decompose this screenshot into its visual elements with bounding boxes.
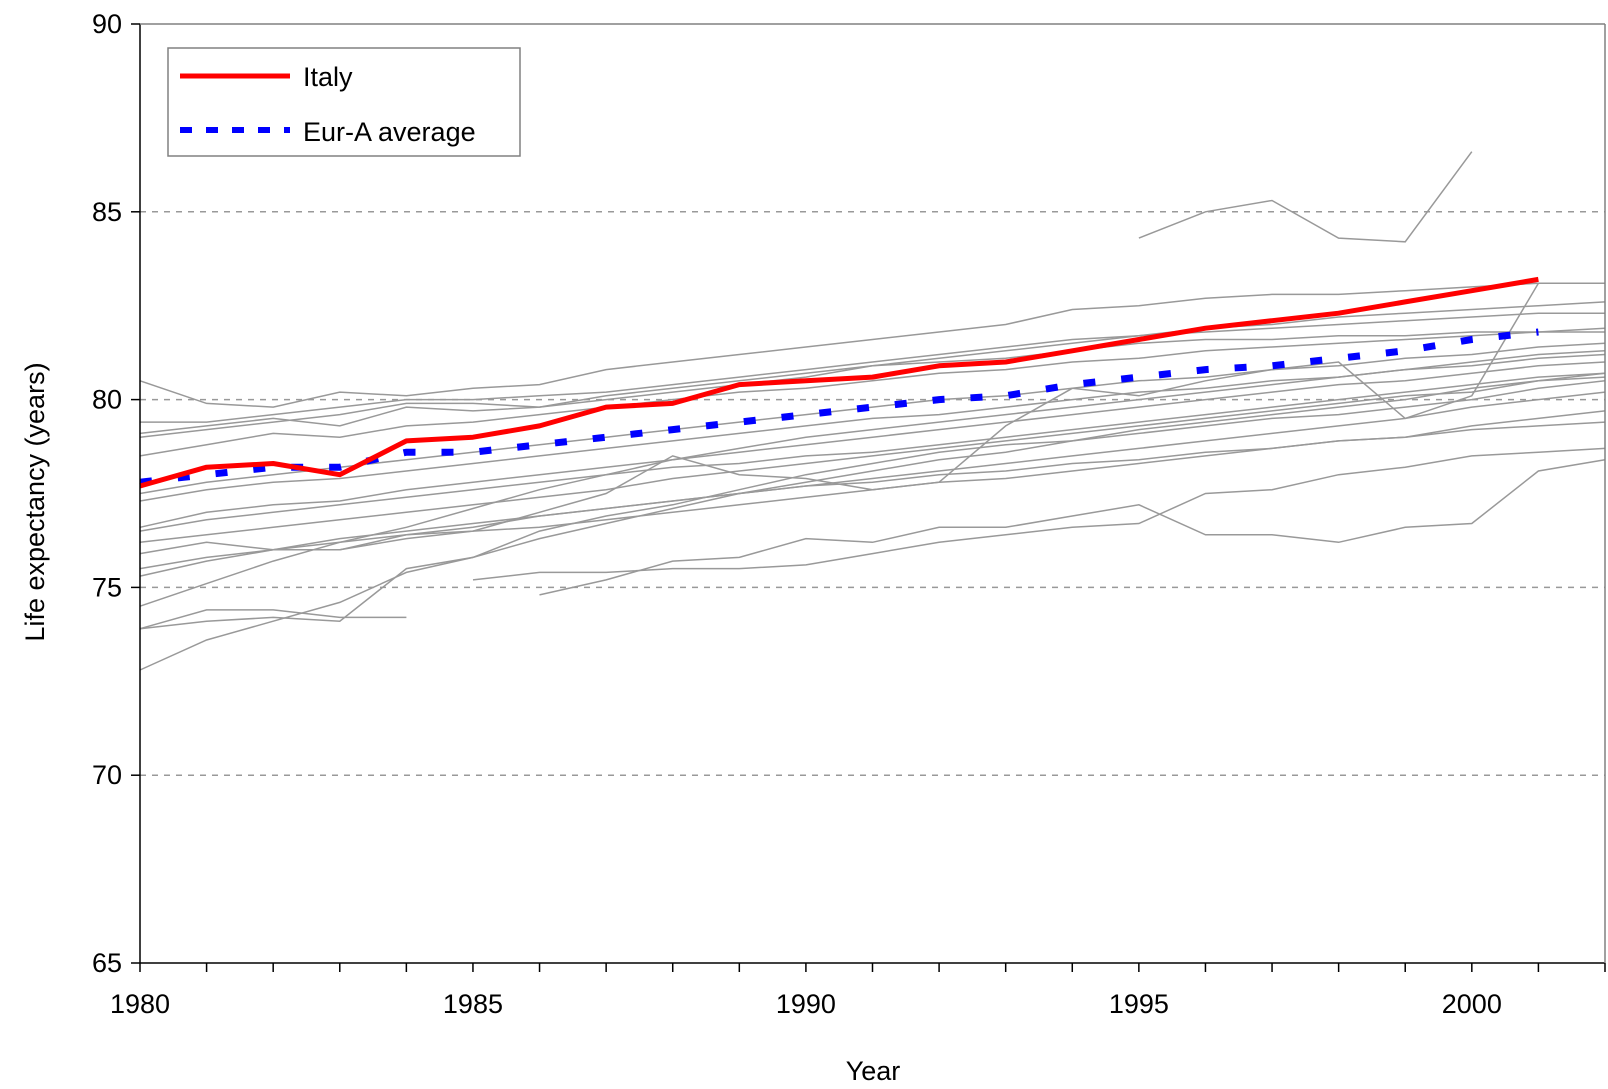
country-line-10	[139, 376, 1606, 544]
x-tick-label-1995: 1995	[1109, 989, 1169, 1019]
y-tick-label-70: 70	[92, 760, 122, 790]
country-line-18	[472, 447, 1606, 581]
country-line-8	[139, 361, 1606, 529]
country-line-21	[339, 282, 1540, 551]
legend-eura-label: Eur-A average	[303, 117, 476, 147]
country-line-15	[139, 380, 1606, 630]
y-tick-label-90: 90	[92, 9, 122, 39]
background-country-lines	[139, 151, 1606, 671]
x-tick-label-1990: 1990	[776, 989, 836, 1019]
gridlines	[140, 211, 1605, 776]
x-axis-title: Year	[846, 1056, 901, 1086]
country-line-6	[139, 342, 1606, 495]
axes: 65 70 75 80 85 90 1980 1985 1990 1995 2000	[92, 9, 1606, 1019]
x-tick-label-1985: 1985	[443, 989, 503, 1019]
country-line-14	[139, 350, 1606, 607]
country-line-9	[139, 372, 1606, 532]
country-line-20	[1138, 151, 1473, 243]
y-axis-title: Life expectancy (years)	[20, 362, 50, 641]
country-line-11	[139, 391, 1606, 555]
legend-box	[167, 47, 521, 157]
y-tick-label-85: 85	[92, 197, 122, 227]
country-line-5	[139, 327, 1606, 457]
country-line-2	[139, 282, 1605, 408]
country-line-16	[139, 609, 407, 630]
x-tick-label-1980: 1980	[110, 989, 170, 1019]
series-italy	[139, 276, 1539, 489]
y-tick-label-65: 65	[92, 948, 122, 978]
legend-italy-label: Italy	[303, 62, 353, 92]
y-tick-label-80: 80	[92, 385, 122, 415]
legend: Italy Eur-A average	[167, 47, 521, 157]
country-line-4	[139, 331, 1605, 438]
x-tick-label-2000: 2000	[1442, 989, 1502, 1019]
highlight-lines	[139, 276, 1539, 489]
country-line-13	[139, 410, 1606, 577]
country-line-17	[139, 372, 1606, 671]
y-tick-label-75: 75	[92, 572, 122, 602]
country-line-19	[539, 458, 1606, 596]
country-line-1	[140, 312, 1605, 423]
